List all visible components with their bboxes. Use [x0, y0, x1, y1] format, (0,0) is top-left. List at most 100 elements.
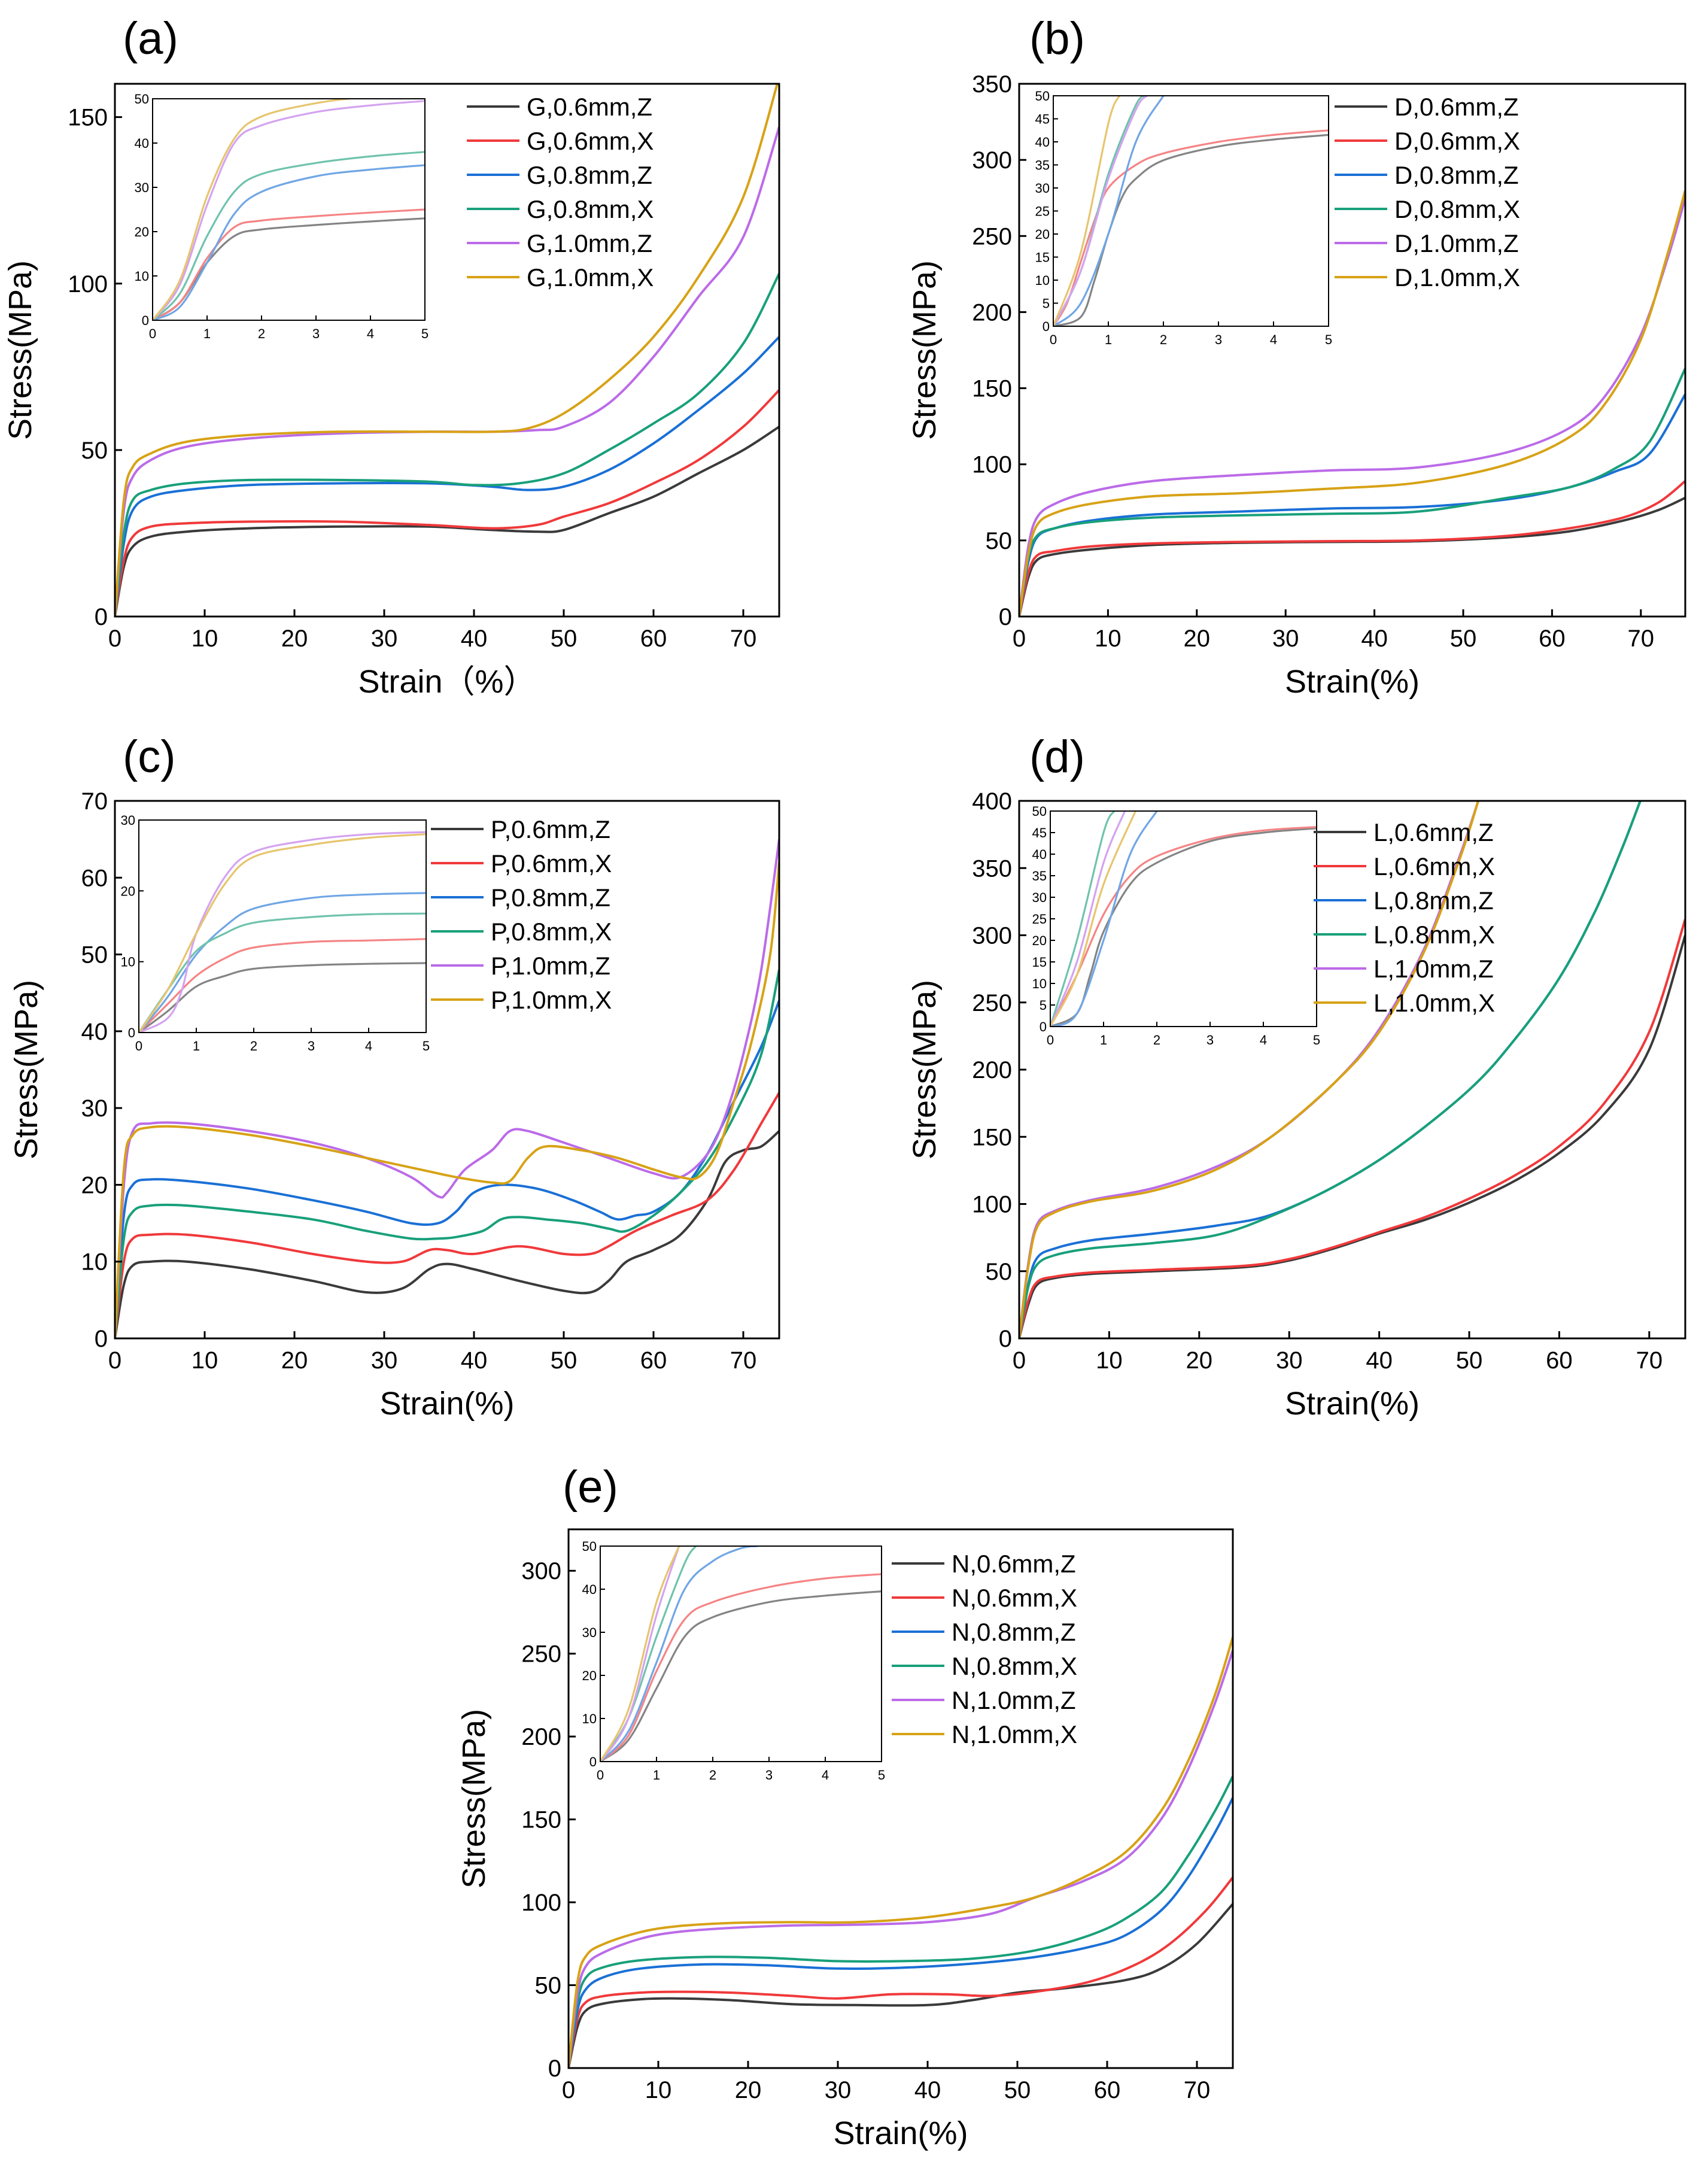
y-tick-label: 250	[521, 1641, 561, 1668]
inset-y-tick-label: 40	[135, 136, 149, 151]
chart-panel-0: (a)0 10 20 30 40 50 60 70050100150Strain（%）Stre…	[2, 13, 780, 700]
x-tick-label: 60	[640, 1347, 667, 1374]
legend: G,0.6mm,Z G,0.6mm,X G,0.8mm,Z G,0.8mm,X G,1.…	[467, 93, 654, 292]
series-line	[1019, 480, 1685, 617]
inset-x-tick-label: 4	[365, 1039, 372, 1053]
x-tick-label: 50	[551, 1347, 578, 1374]
inset-series-line	[139, 962, 426, 1033]
x-axis-title: Strain(%)	[833, 2115, 968, 2151]
inset-x-tick-label: 5	[1325, 332, 1332, 347]
inset-series-line	[1053, 133, 1329, 326]
inset-y-tick-label: 40	[1032, 847, 1047, 862]
legend-entry: G,0.6mm,Z	[527, 93, 652, 121]
legend-entry: L,0.6mm,X	[1373, 852, 1495, 880]
inset-y-tick-label: 35	[1035, 158, 1050, 173]
x-tick-label: 60	[1094, 2077, 1121, 2103]
inset-series-line	[600, 1546, 680, 1762]
legend-entry: N,1.0mm,X	[952, 1720, 1077, 1748]
inset-y-tick-label: 30	[121, 813, 135, 828]
inset-y-tick-label: 5	[1043, 296, 1050, 311]
inset-y-tick-label: 0	[128, 1025, 135, 1040]
series-line	[1019, 918, 1685, 1338]
legend-entry: N,0.8mm,X	[952, 1652, 1077, 1680]
series-line	[569, 1775, 1233, 2068]
inset-x-tick-label: 1	[203, 326, 211, 341]
series-line	[115, 1092, 779, 1338]
x-tick-label: 50	[1004, 2077, 1031, 2103]
legend-entry: P,0.8mm,Z	[491, 883, 610, 912]
inset-y-tick-label: 30	[135, 180, 149, 195]
x-tick-label: 70	[1636, 1347, 1663, 1374]
y-tick-label: 250	[972, 990, 1012, 1016]
inset-x-tick-label: 2	[258, 326, 265, 341]
inset-x-tick-label: 1	[1100, 1033, 1107, 1047]
y-tick-label: 0	[999, 604, 1012, 630]
inset-x-tick-label: 3	[308, 1039, 315, 1053]
x-tick-label: 30	[825, 2077, 852, 2103]
x-tick-label: 20	[281, 626, 308, 652]
inset-x-tick-label: 3	[1206, 1033, 1214, 1047]
series-line	[1019, 190, 1685, 617]
inset-x-tick-label: 4	[1270, 332, 1277, 347]
inset-y-tick-label: 5	[1040, 998, 1047, 1013]
y-tick-label: 100	[972, 452, 1012, 478]
series-line	[1019, 368, 1685, 617]
series-lines	[115, 839, 779, 1338]
inset-frame	[600, 1545, 882, 1762]
inset-series-line	[1050, 811, 1126, 1027]
chart-panel-2: (c)0 10 20 30 40 50 60 70010203040506070Strain(…	[8, 731, 780, 1422]
y-tick-label: 10	[81, 1249, 108, 1276]
x-tick-label: 60	[640, 626, 667, 652]
inset-series-line	[1050, 811, 1158, 1027]
legend-entry: N,0.6mm,Z	[952, 1550, 1076, 1578]
inset-x-tick-label: 2	[709, 1768, 716, 1783]
inset-x-tick-label: 3	[1215, 332, 1222, 347]
series-lines	[1019, 190, 1685, 617]
inset-x-tick-label: 1	[653, 1768, 660, 1783]
series-line	[115, 1000, 779, 1338]
inset-series-line	[153, 164, 425, 320]
y-tick-label: 40	[81, 1019, 108, 1045]
inset-series-line	[153, 99, 357, 320]
x-tick-label: 10	[1096, 1347, 1123, 1374]
inset-y-tick-label: 40	[582, 1582, 597, 1597]
legend-entry: D,1.0mm,X	[1394, 263, 1520, 292]
y-tick-label: 50	[81, 942, 108, 968]
y-tick-label: 300	[972, 923, 1012, 949]
legend-entry: L,1.0mm,Z	[1373, 955, 1494, 983]
x-tick-label: 50	[1450, 626, 1477, 652]
inset-x-tick-label: 0	[597, 1768, 604, 1783]
x-tick-label: 30	[1272, 626, 1299, 652]
x-tick-label: 30	[1276, 1347, 1303, 1374]
x-tick-label: 20	[1184, 626, 1211, 652]
legend-entry: L,1.0mm,X	[1373, 989, 1495, 1017]
inset-x-tick-label: 5	[423, 1039, 430, 1053]
inset-x-tick-label: 4	[822, 1768, 829, 1783]
legend-entry: G,0.8mm,X	[527, 195, 654, 223]
inset-y-tick-label: 35	[1032, 869, 1047, 883]
inset-x-tick-label: 5	[421, 326, 428, 341]
legend-entry: P,0.6mm,X	[491, 849, 612, 877]
axes-frame	[1018, 83, 1686, 618]
x-tick-label: 60	[1539, 626, 1566, 652]
inset-x-tick-label: 2	[1160, 332, 1167, 347]
inset-chart: 0 1 2 3 4 5 0 10 20 30	[121, 813, 430, 1053]
inset-y-tick-label: 25	[1032, 912, 1047, 927]
inset-y-tick-label: 45	[1035, 112, 1050, 127]
inset-y-tick-label: 20	[1035, 227, 1050, 242]
panel-label: (b)	[1029, 13, 1085, 64]
series-line	[115, 336, 779, 617]
inset-series-line	[1053, 96, 1165, 326]
y-tick-label: 30	[81, 1095, 108, 1122]
legend-entry: D,1.0mm,Z	[1394, 229, 1519, 257]
inset-x-tick-label: 0	[1050, 332, 1057, 347]
inset-x-tick-label: 2	[1153, 1033, 1160, 1047]
inset-background	[139, 820, 426, 1033]
legend-entry: G,0.8mm,Z	[527, 161, 652, 189]
inset-y-tick-label: 20	[1032, 933, 1047, 948]
panel-label: (a)	[123, 13, 178, 64]
inset-series-line	[139, 831, 426, 1033]
inset-series-lines	[139, 831, 426, 1033]
x-tick-label: 20	[281, 1347, 308, 1374]
